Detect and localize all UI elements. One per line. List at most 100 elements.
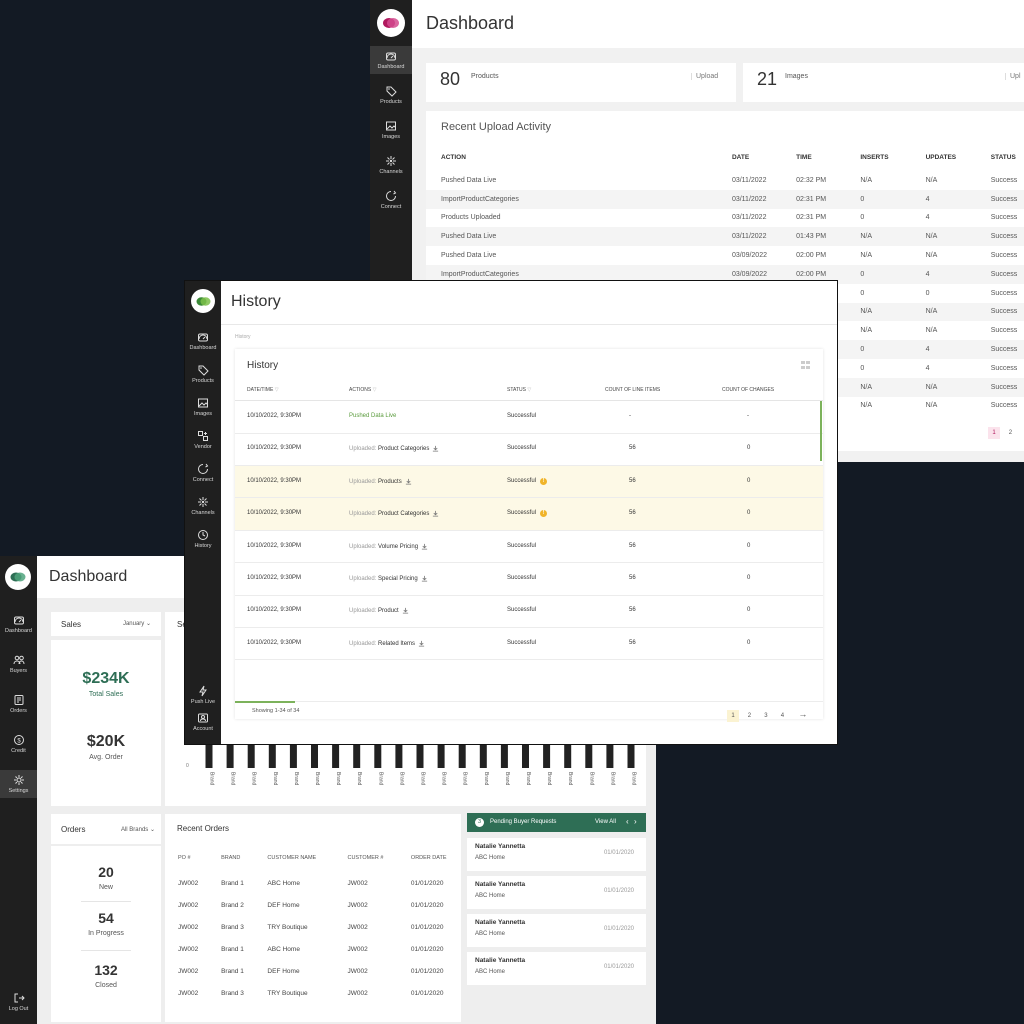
nav-dashboard[interactable]: Dashboard xyxy=(185,327,221,355)
chevron-left-icon[interactable]: ‹ xyxy=(626,817,629,826)
bar[interactable] xyxy=(374,742,382,768)
chevron-right-icon[interactable]: › xyxy=(634,817,637,826)
bar[interactable] xyxy=(585,742,593,768)
nav-vendor[interactable]: Vendor xyxy=(185,426,221,454)
nav-products[interactable]: Products xyxy=(185,360,221,388)
history-row[interactable]: 10/10/2022, 9:30PM Pushed Data Live Succes… xyxy=(235,401,823,434)
filter-icon[interactable]: ▽ xyxy=(527,387,532,393)
bar[interactable] xyxy=(395,742,403,768)
page-1[interactable]: 1 xyxy=(988,427,1000,439)
nav-channels[interactable]: Channels xyxy=(370,151,412,179)
nav-log-out[interactable]: Log Out xyxy=(0,992,37,1012)
bar[interactable] xyxy=(311,742,318,768)
table-row[interactable]: JW002 Brand 3 TRY Boutique JW002 01/01/2020 xyxy=(165,982,461,1004)
page-2[interactable]: 2 xyxy=(1008,430,1013,436)
history-row[interactable]: 10/10/2022, 9:30PM Uploaded: Product Succe… xyxy=(235,595,823,628)
nav-images[interactable]: Images xyxy=(185,393,221,421)
month-select[interactable]: January ⌄ xyxy=(123,620,151,627)
bar[interactable] xyxy=(522,742,529,768)
filter-icon[interactable]: ▽ xyxy=(372,387,377,393)
history-row[interactable]: 10/10/2022, 9:30PM Uploaded: Volume Prici… xyxy=(235,531,823,564)
download-icon[interactable] xyxy=(402,607,409,614)
history-row[interactable]: 10/10/2022, 9:30PM Uploaded: Products Succ… xyxy=(235,465,823,499)
page-4[interactable]: 4 xyxy=(780,713,785,719)
download-icon[interactable] xyxy=(405,478,412,485)
bar[interactable] xyxy=(289,742,297,768)
table-row[interactable]: N/A N/A Success xyxy=(426,397,1024,416)
page-3[interactable]: 3 xyxy=(764,713,768,719)
history-row[interactable]: 10/10/2022, 9:30PM Uploaded: Product Cate… xyxy=(235,498,823,531)
bar[interactable] xyxy=(247,742,255,768)
breadcrumb[interactable]: History xyxy=(235,334,251,340)
download-icon[interactable] xyxy=(421,575,428,582)
warning-icon[interactable]: ! xyxy=(540,510,548,518)
bar[interactable] xyxy=(479,742,487,768)
page-2[interactable]: 2 xyxy=(747,713,752,719)
download-icon[interactable] xyxy=(418,640,425,647)
table-row[interactable]: 0 0 Success xyxy=(426,284,1024,303)
table-row[interactable]: ImportProductCategories 03/11/2022 02:31 P… xyxy=(426,189,1024,209)
nav-dashboard[interactable]: Dashboard xyxy=(370,46,412,75)
buyer-request-card[interactable]: Natalie Yannetta ABC Home 01/01/2020 xyxy=(467,914,646,947)
nav-images[interactable]: Images xyxy=(370,116,412,144)
history-row[interactable]: 10/10/2022, 9:30PM Uploaded: Special Pric… xyxy=(235,563,823,596)
page-1[interactable]: 1 xyxy=(727,710,739,722)
nav-products[interactable]: Products xyxy=(370,81,412,109)
col-status[interactable]: STATUS ▽ xyxy=(507,387,532,393)
table-row[interactable]: Pushed Data Live 03/11/2022 01:43 PM N/A N/A… xyxy=(426,227,1024,247)
bar[interactable] xyxy=(268,742,276,768)
table-row[interactable]: JW002 Brand 2 DEF Home JW002 01/01/2020 xyxy=(165,894,461,916)
nav-orders[interactable]: Orders xyxy=(0,690,37,718)
brand-select[interactable]: All Brands ⌄ xyxy=(121,826,155,833)
table-row[interactable]: ImportProductCategories 03/09/2022 02:00 P… xyxy=(426,264,1024,284)
table-row[interactable]: 0 4 Success xyxy=(426,359,1024,378)
table-row[interactable]: Pushed Data Live 03/09/2022 02:00 PM N/A N/A… xyxy=(426,246,1024,265)
history-row[interactable]: 10/10/2022, 9:30PM Uploaded: Product Cate… xyxy=(235,433,823,466)
nav-connect[interactable]: Connect xyxy=(370,186,412,214)
table-row[interactable]: Pushed Data Live 03/11/2022 02:32 PM N/A N/A… xyxy=(426,171,1024,190)
buyer-request-card[interactable]: Natalie Yannetta ABC Home 01/01/2020 xyxy=(467,952,646,985)
bar[interactable] xyxy=(606,742,614,768)
nav-credit[interactable]: $ Credit xyxy=(0,730,37,758)
table-row[interactable]: N/A N/A Success xyxy=(426,321,1024,340)
bar[interactable] xyxy=(564,742,572,768)
col-actions[interactable]: ACTIONS ▽ xyxy=(349,387,377,393)
download-icon[interactable] xyxy=(421,543,428,550)
buyer-request-card[interactable]: Natalie Yannetta ABC Home 01/01/2020 xyxy=(467,876,646,909)
download-icon[interactable] xyxy=(432,510,439,517)
bar[interactable] xyxy=(332,742,340,768)
table-row[interactable]: JW002 Brand 1 DEF Home JW002 01/01/2020 xyxy=(165,960,461,982)
bar[interactable] xyxy=(543,742,551,768)
nav-dashboard[interactable]: Dashboard xyxy=(0,610,37,638)
table-row[interactable]: JW002 Brand 1 ABC Home JW002 01/01/2020 xyxy=(165,938,461,960)
bar[interactable] xyxy=(437,742,445,768)
bar[interactable] xyxy=(627,742,635,768)
nav-account[interactable]: Account xyxy=(185,708,221,736)
bar[interactable] xyxy=(458,742,466,768)
bar[interactable] xyxy=(500,742,508,768)
download-icon[interactable] xyxy=(432,445,439,452)
buyer-request-card[interactable]: Natalie Yannetta ABC Home 01/01/2020 xyxy=(467,838,646,871)
bar[interactable] xyxy=(416,742,424,768)
upload-link[interactable]: Upl xyxy=(1005,73,1021,80)
nav-channels[interactable]: Channels xyxy=(185,492,221,520)
nav-settings[interactable]: Settings xyxy=(0,770,37,799)
col-date[interactable]: DATE/TIME ▽ xyxy=(247,387,279,393)
filter-icon[interactable]: ▽ xyxy=(274,387,279,393)
view-all-link[interactable]: View All xyxy=(595,819,616,825)
bar[interactable] xyxy=(353,742,361,768)
table-row[interactable]: Products Uploaded 03/11/2022 02:31 PM 0 4 Suc… xyxy=(426,209,1024,228)
nav-push-live[interactable]: Push Live xyxy=(185,681,221,709)
grid-view-icon[interactable] xyxy=(801,361,810,369)
history-row[interactable]: 10/10/2022, 9:30PM Uploaded: Related Item… xyxy=(235,628,823,661)
nav-buyers[interactable]: Buyers xyxy=(0,650,37,678)
table-row[interactable]: JW002 Brand 1 ABC Home JW002 01/01/2020 xyxy=(165,872,461,894)
nav-connect[interactable]: Connect xyxy=(185,459,221,487)
arrow-right-icon[interactable]: → xyxy=(798,709,808,719)
warning-icon[interactable]: ! xyxy=(540,477,548,485)
bar[interactable] xyxy=(205,742,213,768)
nav-history[interactable]: History xyxy=(185,525,221,553)
table-row[interactable]: JW002 Brand 3 TRY Boutique JW002 01/01/2020 xyxy=(165,916,461,938)
scrollbar[interactable] xyxy=(820,401,822,461)
upload-link[interactable]: Upload xyxy=(691,73,718,80)
